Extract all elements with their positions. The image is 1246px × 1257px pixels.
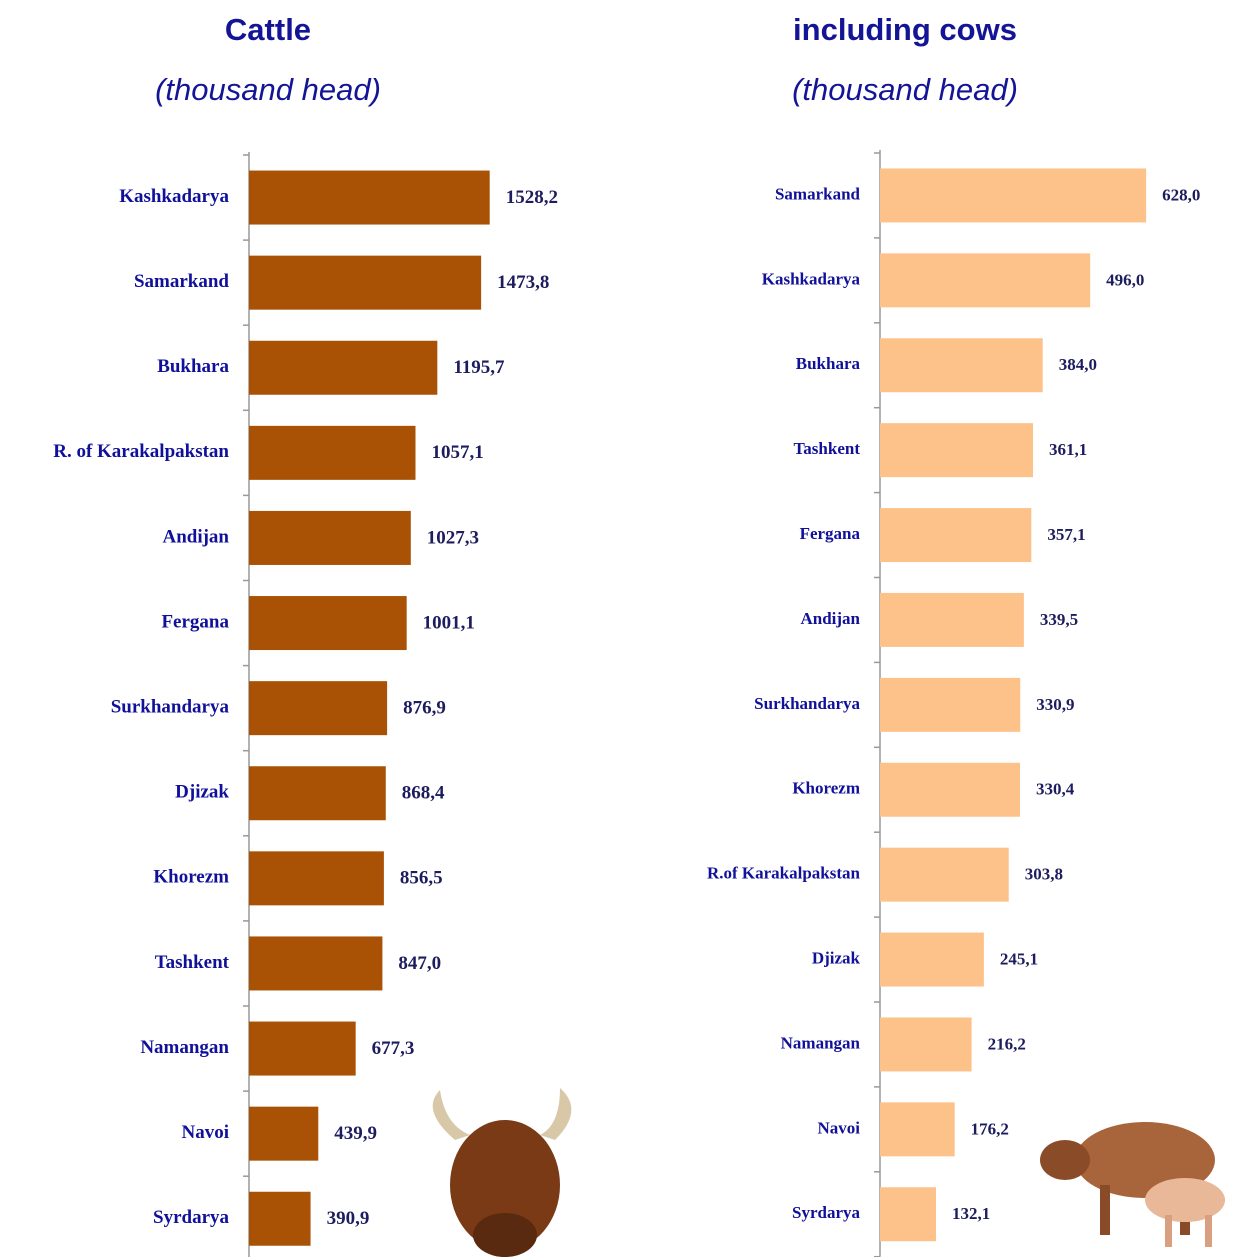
bar: [880, 253, 1091, 308]
bar: [249, 851, 384, 906]
category-label: Namangan: [140, 1037, 229, 1058]
category-label: Tashkent: [155, 952, 230, 973]
bar: [249, 510, 411, 565]
value-label: 1473,8: [497, 272, 549, 293]
value-label: 361,1: [1049, 440, 1087, 459]
bar: [880, 677, 1021, 732]
bar: [880, 508, 1032, 563]
category-label: Surkhandarya: [754, 694, 860, 713]
value-label: 330,9: [1036, 695, 1074, 714]
value-label: 330,4: [1036, 780, 1075, 799]
category-label: Navoi: [182, 1122, 230, 1143]
category-label: R. of Karakalpakstan: [53, 441, 229, 462]
category-label: Namangan: [781, 1033, 861, 1052]
value-label: 384,0: [1059, 355, 1097, 374]
value-label: 245,1: [1000, 949, 1038, 968]
value-label: 176,2: [971, 1119, 1009, 1138]
category-label: Andijan: [162, 526, 229, 547]
value-label: 868,4: [402, 783, 445, 804]
bar: [880, 762, 1021, 817]
value-label: 303,8: [1025, 865, 1063, 884]
category-label: Khorezm: [792, 779, 860, 798]
bar: [249, 170, 490, 225]
value-label: 1001,1: [423, 612, 475, 633]
bar: [880, 1017, 972, 1072]
category-label: Navoi: [818, 1118, 861, 1137]
category-label: Kashkadarya: [762, 269, 861, 288]
category-label: R.of Karakalpakstan: [707, 864, 861, 883]
chart-subtitle: (thousand head): [155, 72, 381, 107]
category-label: Djizak: [812, 948, 861, 967]
category-label: Bukhara: [796, 354, 861, 373]
bar: [880, 168, 1147, 223]
value-label: 856,5: [400, 868, 443, 889]
category-label: Surkhandarya: [111, 697, 230, 718]
value-label: 1027,3: [427, 527, 479, 548]
bar: [880, 847, 1009, 902]
value-label: 439,9: [334, 1123, 377, 1144]
category-label: Syrdarya: [153, 1207, 230, 1228]
value-label: 677,3: [372, 1038, 415, 1059]
bull-illustration: [432, 1088, 572, 1257]
bar: [880, 1187, 936, 1242]
bar: [880, 932, 984, 987]
bar: [880, 592, 1024, 647]
bar: [249, 936, 383, 991]
value-label: 339,5: [1040, 610, 1078, 629]
category-label: Bukhara: [157, 356, 229, 377]
category-label: Samarkand: [775, 184, 861, 203]
bar: [249, 340, 438, 395]
category-label: Syrdarya: [792, 1203, 861, 1222]
bar: [880, 423, 1034, 478]
chart-subtitle: (thousand head): [792, 72, 1018, 107]
bar: [249, 255, 482, 310]
bar: [249, 425, 416, 480]
bar: [249, 596, 407, 651]
bar: [880, 338, 1043, 393]
cow-illustration: [1040, 1122, 1225, 1247]
bar: [249, 1191, 311, 1246]
category-label: Fergana: [161, 611, 229, 632]
value-label: 847,0: [398, 953, 441, 974]
value-label: 390,9: [327, 1208, 370, 1229]
category-label: Tashkent: [794, 439, 861, 458]
chart-title: Cattle: [225, 12, 311, 47]
value-label: 357,1: [1047, 525, 1085, 544]
chart-title: including cows: [793, 12, 1017, 47]
value-label: 628,0: [1162, 185, 1200, 204]
bar: [880, 1102, 955, 1157]
bar: [249, 766, 386, 821]
bar: [249, 1106, 319, 1161]
value-label: 132,1: [952, 1204, 990, 1223]
value-label: 1057,1: [431, 442, 483, 463]
category-label: Andijan: [800, 609, 860, 628]
category-label: Fergana: [800, 524, 861, 543]
category-label: Kashkadarya: [119, 186, 229, 207]
value-label: 496,0: [1106, 270, 1144, 289]
value-label: 876,9: [403, 698, 446, 719]
value-label: 1528,2: [506, 187, 558, 208]
value-label: 1195,7: [453, 357, 505, 378]
category-label: Khorezm: [153, 867, 229, 888]
category-label: Djizak: [175, 782, 229, 803]
bar: [249, 1021, 356, 1076]
category-label: Samarkand: [134, 271, 229, 292]
bar: [249, 681, 388, 736]
value-label: 216,2: [988, 1034, 1026, 1053]
